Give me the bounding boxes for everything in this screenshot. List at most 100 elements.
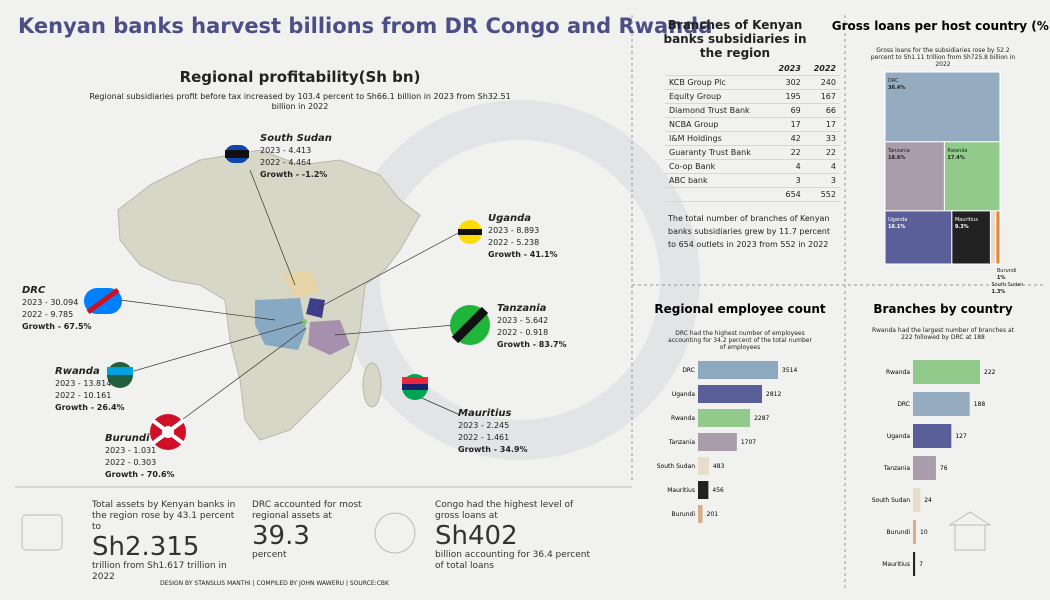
value-label: 2812 [766,391,781,398]
chart-subtitle: Gross loans for the subsidiaries rose by… [870,47,1016,68]
bar [698,409,751,427]
category-label: Uganda [887,433,910,440]
header-cell: 2022 [804,62,840,76]
bank-name: ABC bank [665,173,770,188]
treemap-cell [884,71,1001,143]
treemap-cell [995,210,1001,265]
category-label: Burundi [887,529,911,536]
chart-title: Branches by country [873,302,1013,316]
header-cell: 2023 [769,62,805,76]
treemap-cell [884,141,945,212]
rwanda-region [301,319,307,325]
cell-value: 16.1% [888,224,905,230]
page-title: Kenyan banks harvest billions from DR Co… [18,14,713,38]
country-label: Burundi 2023 - 1.031 2022 - 0.303 Growth - … [105,433,175,481]
country-name: Uganda [488,213,532,224]
bank-name: NCBA Group [665,117,770,132]
value-2022: 2022 - 4.464 [260,158,312,167]
country-label: Rwanda 2023 - 13.814 2022 - 10.161 Growth -… [55,366,125,414]
table-note: The total number of branches of Kenyan b… [668,214,830,249]
category-label: Mauritius [882,561,910,568]
growth: Growth - 67.5% [22,322,92,331]
cell-2023: 69 [769,103,805,118]
value-2022: 2022 - 5.238 [488,238,540,247]
country-name: DRC [22,285,46,296]
bank-name: Diamond Trust Bank [665,103,770,118]
cell-value: 36.4% [888,85,905,91]
table-row: KCB Group Plc 302 240 [665,75,840,90]
bank-name: I&M Holdings [665,131,770,146]
section-subtitle: Regional subsidiaries profit before tax … [89,92,511,111]
table-row: NCBA Group 17 17 [665,117,840,132]
chart-title: Gross loans per host country (%) [832,19,1050,33]
total-row: 654 552 [665,187,840,202]
total-cell: 654 [769,187,805,202]
cell-label: South Sudan [991,282,1023,288]
value-2023: 2023 - 1.031 [105,446,157,455]
bank-name: KCB Group Plc [665,75,770,90]
cell-2023: 4 [769,159,805,174]
category-label: DRC [682,367,695,374]
cell-2023: 17 [769,117,805,132]
uganda-region [306,298,325,318]
value-label: 10 [920,529,928,536]
stat-after: trillion from Sh1.617 trillion in 2022 [92,561,227,582]
category-label: Mauritius [667,487,695,494]
value-label: 3514 [782,367,797,374]
cell-2023: 22 [769,145,805,160]
cell-label: DRC [888,78,899,84]
footer: DESIGN BY STANSLUS MANTHI | COMPILED BY … [160,580,389,587]
country-name: Tanzania [497,303,547,314]
cell-label: Burundi [997,268,1017,274]
cell-2022: 3 [804,173,840,188]
branches-table: 2023 2022 KCB Group Plc 302 240 Equity Group 1… [665,62,840,202]
cell-value: 9.3% [955,224,969,230]
stat-icons [21,511,992,554]
category-label: Burundi [672,511,696,518]
flags [84,145,490,450]
stat-text: Total assets by Kenyan banks in the regi… [92,500,236,532]
stat-block: Congo had the highest level of gross loa… [435,500,595,572]
growth: Growth - -1.2% [260,170,328,179]
section-title: Regional profitability(Sh bn) [179,68,421,86]
country-name: Mauritius [458,408,512,419]
bar [698,457,709,475]
cell-value: 18.6% [888,155,905,161]
table-header-row: 2023 2022 [665,62,840,76]
value-label: 456 [712,487,724,494]
value-2023: 2023 - 8.893 [488,226,540,235]
cell-2023: 302 [769,75,805,90]
cell-label: Rwanda [947,148,967,154]
table-row: Equity Group 195 167 [665,89,840,104]
header-cell [665,62,770,76]
category-label: DRC [897,401,910,408]
bar [913,424,952,448]
africa-map [117,149,421,441]
growth: Growth - 70.6% [105,470,175,479]
value-2022: 2022 - 10.161 [55,391,112,400]
chart-subtitle: DRC had the highest number of employees … [668,330,812,351]
value-2023: 2023 - 4.413 [260,146,312,155]
country-label: South Sudan 2023 - 4.413 2022 - 4.464 Growt… [260,133,332,181]
stat-figure: Sh2.315 [92,532,200,562]
leader-lines [119,169,461,426]
treemap-cell [989,210,997,265]
value-label: 201 [707,511,719,518]
stat-block: DRC accounted for most regional assets a… [252,500,372,561]
cell-label: Mauritius [955,217,979,223]
value-2023: 2023 - 13.814 [55,379,112,388]
value-2022: 2022 - 0.303 [105,458,157,467]
table-row: I&M Holdings 42 33 [665,131,840,146]
value-2023: 2023 - 5.642 [497,316,549,325]
bar [698,433,737,451]
growth: Growth - 83.7% [497,340,567,349]
stat-figure: Sh402 [435,521,518,551]
stat-after: billion accounting for 36.4 percent of t… [435,550,591,571]
value-2022: 2022 - 1.461 [458,433,510,442]
value-2023: 2023 - 30.094 [22,298,79,307]
table-row: ABC bank 3 3 [665,173,840,188]
cell-2022: 17 [804,117,840,132]
value-label: 76 [940,465,948,472]
